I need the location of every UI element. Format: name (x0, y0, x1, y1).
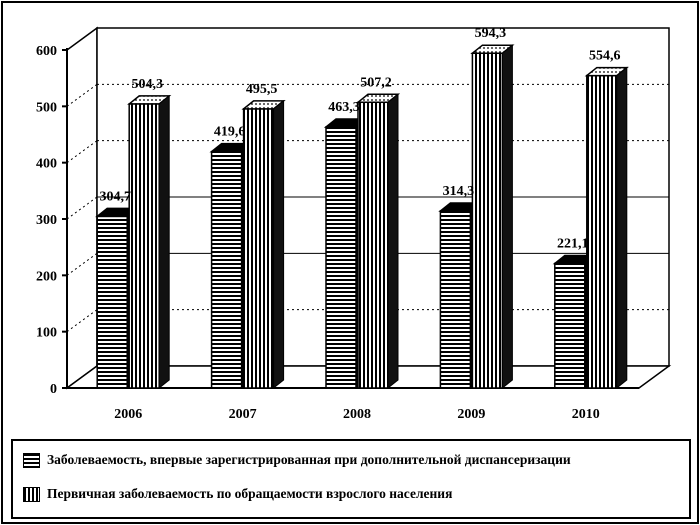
value-label-first-reg-2007: 419,6 (214, 125, 246, 140)
y-tick-label: 400 (36, 157, 57, 172)
bar-side-primary-2009 (501, 44, 513, 390)
legend-label-series-1: Заболеваемость, впервые зарегистрированн… (47, 452, 571, 467)
x-tick-label-2006: 2006 (114, 407, 142, 422)
legend-label-series-2: Первичная заболеваемость по обращаемости… (47, 486, 453, 501)
x-tick-label-2007: 2007 (229, 407, 257, 422)
bar-primary-2009 (471, 52, 504, 389)
value-label-first-reg-2008: 463,3 (328, 100, 360, 115)
gridline-side (66, 309, 98, 333)
gridline-side (66, 83, 98, 107)
gridline-side (66, 196, 98, 220)
x-tick-label-2010: 2010 (572, 407, 600, 422)
bar-first-reg-2006 (96, 215, 128, 389)
y-tick-label: 300 (36, 213, 57, 228)
value-label-first-reg-2010: 221,1 (557, 236, 589, 251)
value-label-primary-2007: 495,5 (246, 82, 278, 97)
value-label-primary-2006: 504,3 (131, 77, 163, 92)
value-label-primary-2009: 594,3 (475, 26, 507, 41)
bar-first-reg-2009 (439, 210, 472, 389)
y-tick-label: 500 (36, 100, 57, 115)
legend-swatch-horizontal-hatch-icon (23, 452, 40, 468)
x-tick-label-2008: 2008 (343, 407, 371, 422)
gridline-side (66, 252, 98, 276)
y-tick-label: 200 (36, 269, 57, 284)
side-wall (66, 26, 98, 390)
bar-primary-2010 (586, 74, 618, 389)
bar-primary-2007 (242, 108, 275, 389)
bar-first-reg-2010 (554, 262, 586, 389)
bar-first-reg-2007 (210, 150, 243, 389)
bar-side-primary-2010 (616, 66, 628, 390)
bars (95, 44, 629, 390)
legend: Заболеваемость, впервые зарегистрированн… (11, 439, 691, 519)
gridline-side (66, 27, 98, 51)
gridline-side (66, 140, 98, 164)
bar-primary-2006 (128, 103, 160, 389)
legend-swatch-vertical-hatch-icon (23, 486, 40, 502)
bar-side-primary-2006 (158, 94, 170, 390)
bar-side-primary-2008 (387, 93, 399, 390)
bar-primary-2008 (357, 101, 389, 389)
y-tick-labels: 0 100 200 300 400 500 600 (36, 44, 57, 397)
bar-first-reg-2008 (325, 126, 357, 389)
x-tick-labels: 2006 2007 2008 2009 2010 (114, 407, 600, 422)
legend-item-series-1: Заболеваемость, впервые зарегистрированн… (23, 450, 571, 470)
value-label-first-reg-2006: 304,7 (99, 189, 131, 204)
y-tick-label: 0 (50, 382, 57, 397)
y-tick-label: 600 (36, 44, 57, 59)
value-label-first-reg-2009: 314,3 (443, 184, 475, 199)
x-tick-label-2009: 2009 (457, 407, 485, 422)
value-label-primary-2008: 507,2 (360, 75, 392, 90)
legend-item-series-2: Первичная заболеваемость по обращаемости… (23, 484, 452, 504)
y-tick-label: 100 (36, 326, 57, 341)
value-label-primary-2010: 554,6 (589, 49, 621, 64)
bar-side-primary-2007 (273, 99, 285, 390)
